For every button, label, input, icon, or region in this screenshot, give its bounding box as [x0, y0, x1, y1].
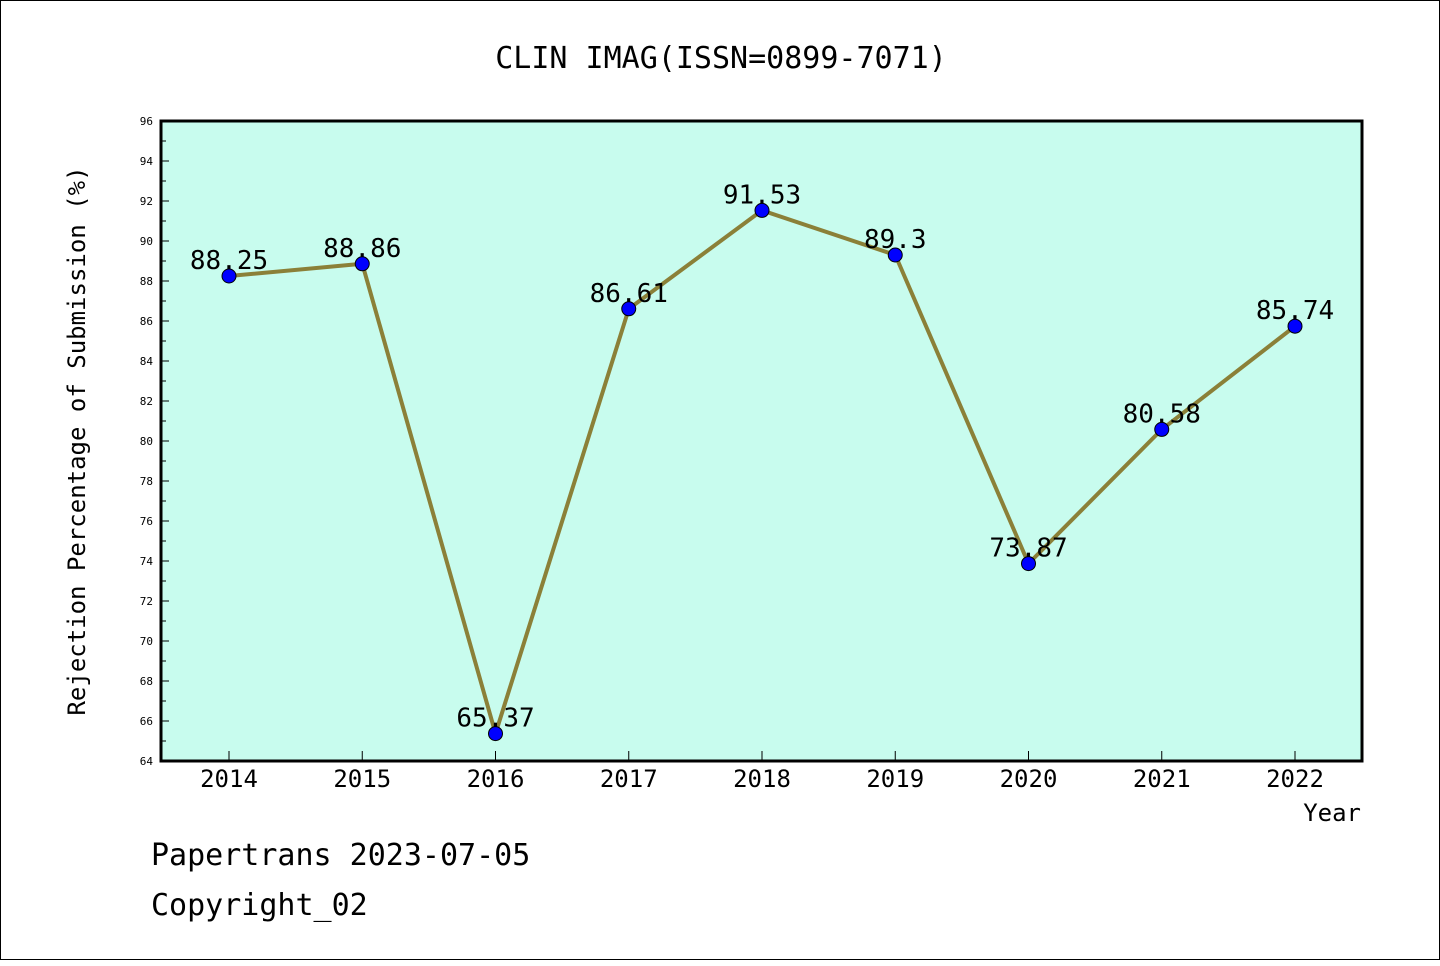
data-point-marker: [1154, 421, 1170, 437]
y-tick-label: 86: [140, 315, 153, 328]
series-line-group: 88.25 88.86 65.37 86.61 91.53 89.3 73.87 80.58 8…: [190, 180, 1334, 742]
plot-area: [159, 119, 1364, 763]
data-point-marker: [621, 301, 637, 317]
x-tick-label: 2019: [866, 765, 924, 793]
x-axis: 2014 2015 2016 2017 2018 2019 2020 2021 2022: [200, 751, 1324, 793]
data-label: 86.61: [590, 279, 668, 309]
y-tick-label: 66: [140, 715, 153, 728]
x-tick-label: 2015: [333, 765, 391, 793]
y-tick-label: 96: [140, 115, 153, 128]
data-label: 65.37: [456, 704, 534, 734]
data-label: 73.87: [989, 534, 1067, 564]
y-tick-label: 84: [140, 355, 154, 368]
footer-date-text: Papertrans 2023-07-05: [151, 838, 530, 873]
data-label: 88.86: [323, 234, 401, 264]
y-axis: 64 66 68 70 72 74 76 78 80 82 84 86 88 90 92 94 96: [140, 115, 169, 768]
data-point-marker: [1021, 556, 1036, 572]
y-tick-label: 78: [140, 475, 153, 488]
y-tick-label: 94: [140, 155, 154, 168]
x-tick-label: 2022: [1266, 765, 1324, 793]
data-label: 88.25: [190, 246, 268, 276]
y-tick-label: 68: [140, 675, 153, 688]
y-tick-label: 76: [140, 515, 153, 528]
x-tick-label: 2014: [200, 765, 258, 793]
data-point-marker: [221, 268, 237, 284]
x-tick-label: 2017: [600, 765, 658, 793]
x-tick-label: 2018: [733, 765, 791, 793]
y-tick-label: 64: [140, 755, 154, 768]
y-tick-label: 70: [140, 635, 153, 648]
y-axis-label: Rejection Percentage of Submission (%): [63, 166, 91, 715]
footer-copyright-text: Copyright_02: [151, 888, 368, 923]
data-point-marker: [354, 256, 370, 272]
chart-title: CLIN IMAG(ISSN=0899-7071): [495, 41, 947, 76]
y-tick-label: 74: [140, 555, 154, 568]
y-tick-label: 72: [140, 595, 153, 608]
data-point-marker: [488, 726, 503, 742]
data-point-marker: [754, 202, 770, 218]
y-tick-label: 90: [140, 235, 153, 248]
x-tick-label: 2016: [467, 765, 525, 793]
data-label: 80.58: [1123, 399, 1201, 429]
x-tick-label: 2021: [1133, 765, 1191, 793]
y-tick-label: 80: [140, 435, 153, 448]
x-axis-label: Year: [1303, 799, 1361, 827]
x-tick-label: 2020: [1000, 765, 1058, 793]
data-label: 89.3: [864, 225, 927, 255]
data-label: 85.74: [1256, 296, 1334, 326]
data-point-marker: [887, 247, 903, 263]
data-label: 91.53: [723, 180, 801, 210]
y-tick-label: 88: [140, 275, 153, 288]
y-tick-label: 92: [140, 195, 153, 208]
data-point-marker: [1287, 318, 1303, 334]
y-tick-label: 82: [140, 395, 153, 408]
